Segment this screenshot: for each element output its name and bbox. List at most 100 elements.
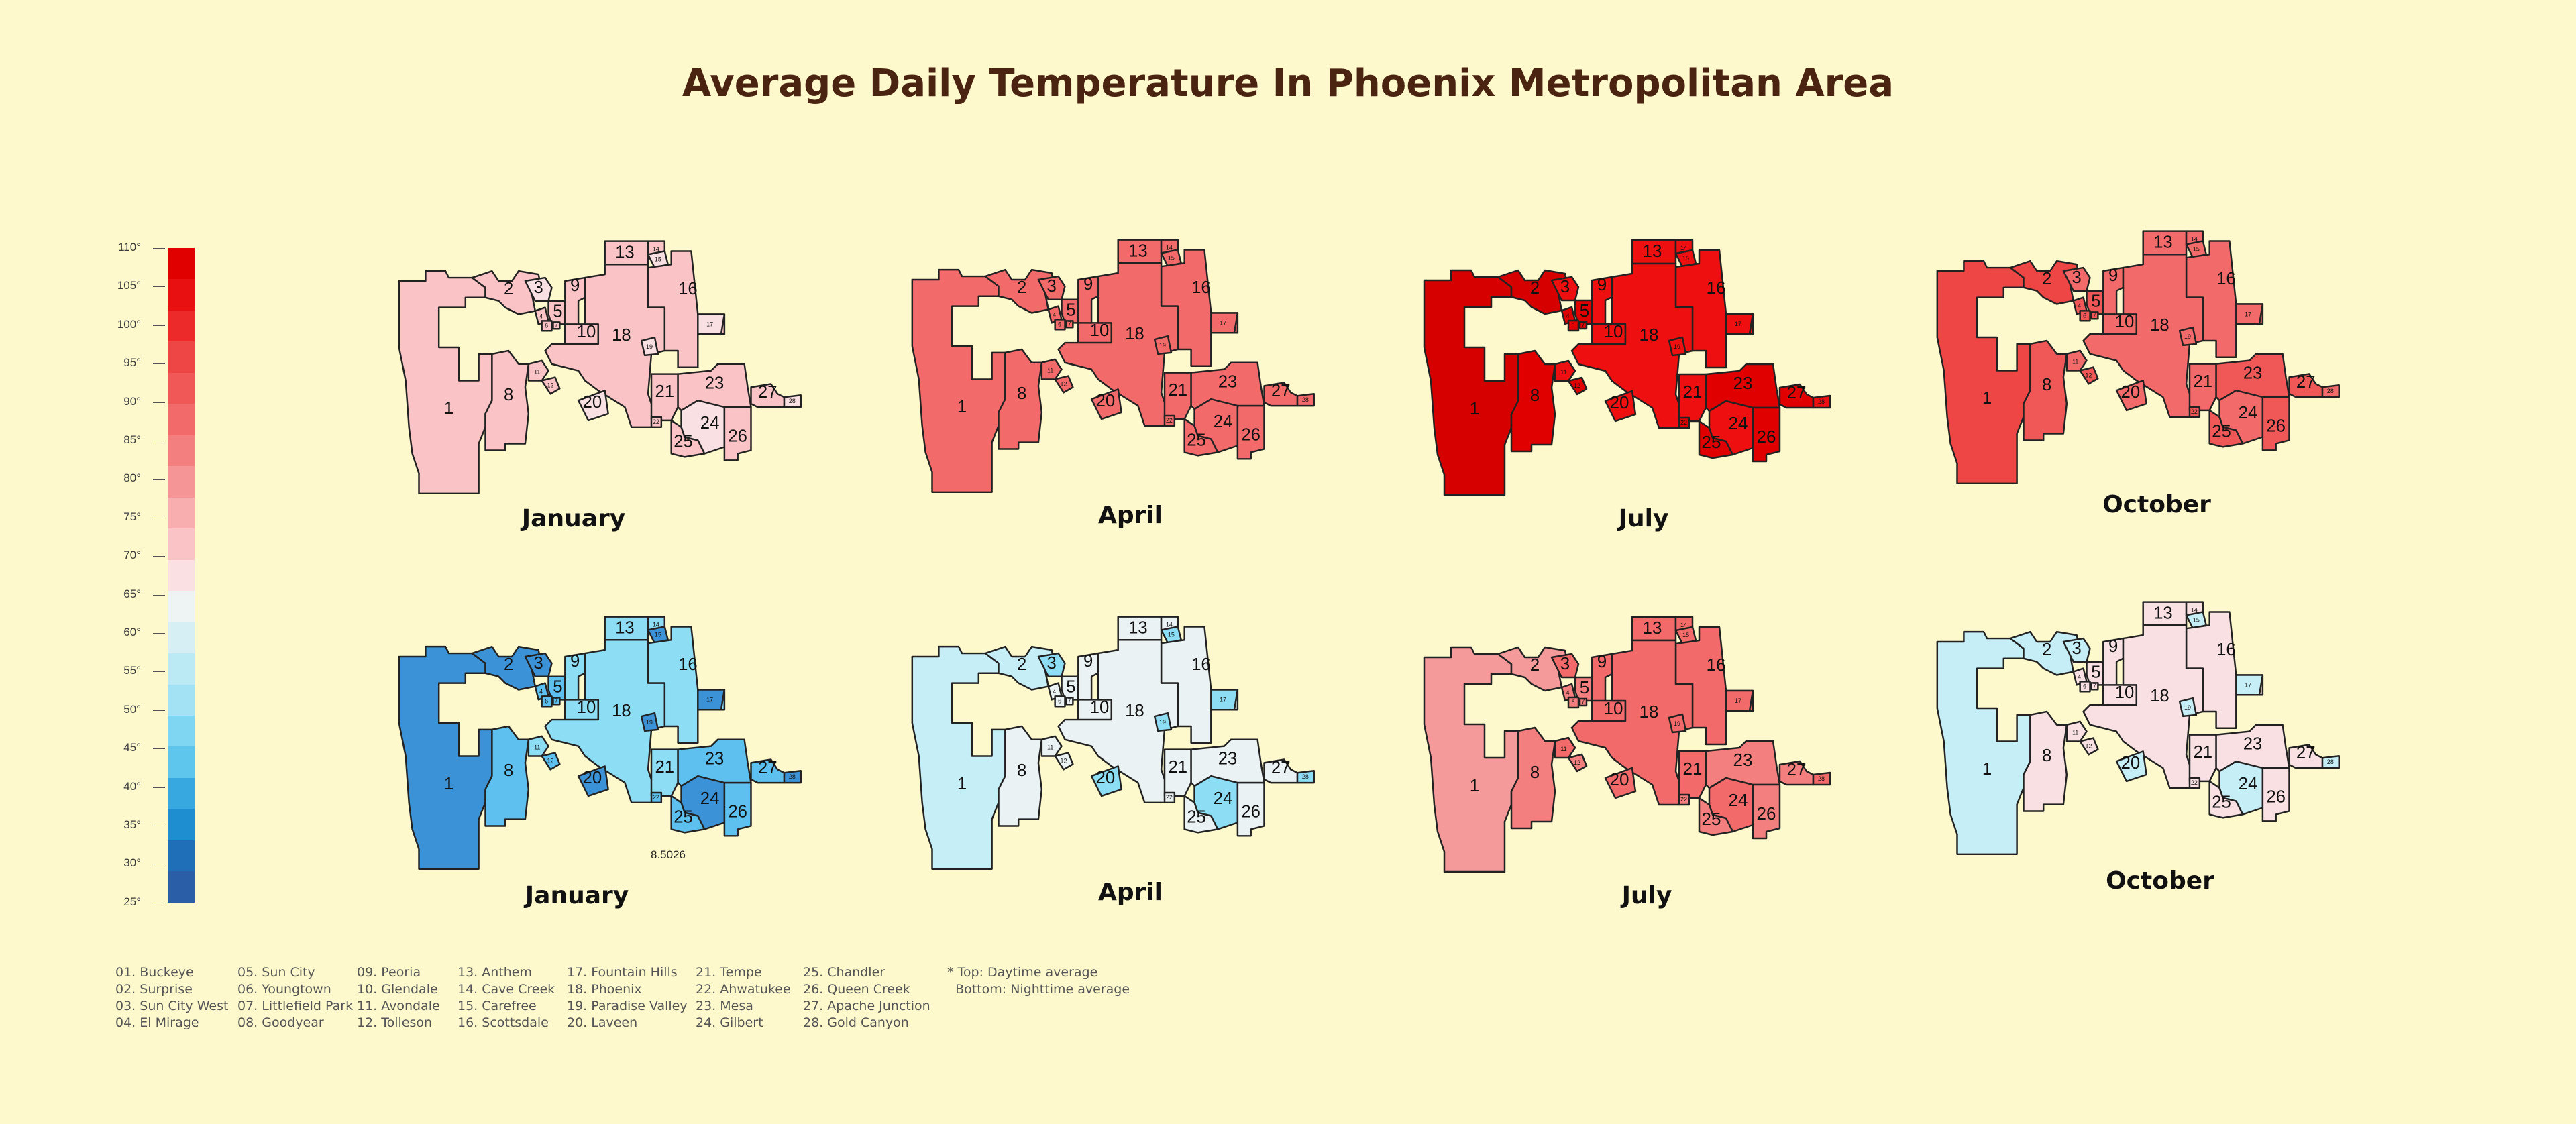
region-number: 7 (1581, 321, 1585, 328)
region-key-item: 11. Avondale (357, 999, 440, 1013)
legend-tick-label: 85° (123, 433, 141, 446)
region-number: 8 (1530, 762, 1540, 782)
legend-tick-label: 110° (118, 241, 141, 254)
region-22 (2188, 406, 2201, 418)
region-number: 8 (1017, 384, 1026, 403)
region-number: 17 (706, 321, 713, 327)
region-key-item: 08. Goodyear (237, 1015, 324, 1030)
region-key-column: 17. Fountain Hills 18. Phoenix 19. Paradis… (567, 964, 688, 1031)
region-key-item: 04. El Mirage (115, 1015, 199, 1030)
region-number: 1 (444, 775, 453, 793)
region-3 (1550, 653, 1580, 679)
region-number: 16 (1191, 655, 1211, 674)
legend-tick-label: 35° (123, 818, 141, 831)
region-number: 17 (2245, 681, 2251, 688)
region-number: 3 (534, 654, 543, 673)
region-number: 26 (2266, 788, 2286, 807)
region-number: 27 (1271, 382, 1291, 400)
region-key-column: 05. Sun City 06. Youngtown 07. Littlefield… (237, 964, 353, 1031)
region-number: 5 (1580, 300, 1589, 321)
region-28 (2321, 384, 2340, 398)
region-20 (1090, 388, 1122, 420)
region-25 (1183, 795, 1219, 834)
legend-tick-label: 45° (123, 741, 141, 754)
region-number: 15 (1682, 255, 1689, 262)
region-28 (2321, 755, 2340, 769)
region-number: 21 (1683, 758, 1703, 779)
region-11 (527, 359, 549, 382)
legend-tick-label: 105° (117, 279, 141, 292)
region-number: 22 (1680, 796, 1687, 803)
map-month-label: January (523, 882, 629, 909)
region-11 (1554, 359, 1576, 382)
region-number: 22 (1166, 794, 1173, 801)
region-number: 18 (2150, 316, 2169, 335)
region-number: 16 (678, 280, 698, 298)
region-3 (2062, 266, 2091, 292)
region-number: 6 (1571, 699, 1574, 706)
region-number: 10 (1604, 321, 1623, 341)
region-number: 23 (1218, 749, 1238, 768)
region-number: 2 (504, 280, 513, 298)
region-number: 28 (1818, 775, 1825, 782)
region-number: 10 (1604, 698, 1623, 718)
map-month-label: April (1098, 502, 1163, 529)
region-1 (1423, 646, 1519, 873)
region-key-column: 21. Tempe 22. Ahwatukee 23. Mesa 24. Gilber… (696, 964, 791, 1031)
region-key-item: 19. Paradise Valley (567, 999, 688, 1013)
region-19 (640, 712, 659, 732)
region-number: 19 (2184, 333, 2191, 340)
legend-tick-label: 75° (123, 510, 141, 523)
region-7 (2090, 311, 2099, 320)
region-key-item: 23. Mesa (696, 999, 753, 1013)
region-19 (1668, 336, 1687, 357)
region-20 (577, 390, 609, 422)
region-8 (1510, 349, 1556, 453)
legend-tick (153, 594, 165, 596)
region-key-column: 01. Buckeye 02. Surprise 03. Sun City West… (115, 964, 228, 1031)
region-1 (1936, 260, 2031, 485)
region-20 (577, 765, 609, 797)
region-18 (544, 639, 666, 804)
region-number: 19 (1674, 720, 1680, 727)
region-number: 1 (957, 775, 967, 793)
region-key-item: 21. Tempe (696, 965, 762, 980)
region-number: 5 (2091, 663, 2100, 681)
region-number: 11 (534, 744, 540, 751)
region-number: 13 (1128, 618, 1148, 637)
region-number: 18 (2150, 687, 2169, 706)
region-number: 13 (1643, 618, 1662, 638)
region-12 (2079, 366, 2099, 385)
region-number: 7 (1581, 698, 1585, 705)
region-number: 1 (957, 398, 967, 416)
legend-tick-label: 55° (123, 664, 141, 677)
region-12 (1567, 753, 1588, 773)
region-number: 9 (1597, 274, 1607, 294)
region-1 (911, 645, 1006, 870)
region-22 (1163, 414, 1176, 427)
region-key-item: 28. Gold Canyon (803, 1015, 909, 1030)
region-number: 27 (1787, 759, 1807, 779)
region-number: 18 (1125, 325, 1144, 343)
region-17 (2235, 674, 2264, 696)
region-key-column: 09. Peoria 10. Glendale 11. Avondale 12. To… (357, 964, 440, 1031)
region-number: 27 (1787, 382, 1807, 402)
region-key-item: 27. Apache Junction (803, 999, 930, 1013)
legend-swatch (168, 622, 195, 654)
region-8 (1510, 726, 1556, 830)
region-number: 6 (1571, 322, 1574, 329)
region-number: 25 (2212, 793, 2231, 812)
region-number: 1 (1470, 398, 1479, 418)
region-number: 2 (1017, 655, 1026, 674)
region-number: 18 (612, 701, 631, 720)
region-number: 26 (728, 803, 747, 822)
region-number: 5 (553, 677, 562, 696)
region-number: 15 (1168, 631, 1175, 638)
region-number: 28 (789, 773, 796, 780)
region-number: 7 (2093, 682, 2096, 689)
region-number: 20 (1610, 392, 1629, 412)
region-18 (1570, 262, 1694, 429)
legend-tick-label: 100° (117, 317, 141, 331)
